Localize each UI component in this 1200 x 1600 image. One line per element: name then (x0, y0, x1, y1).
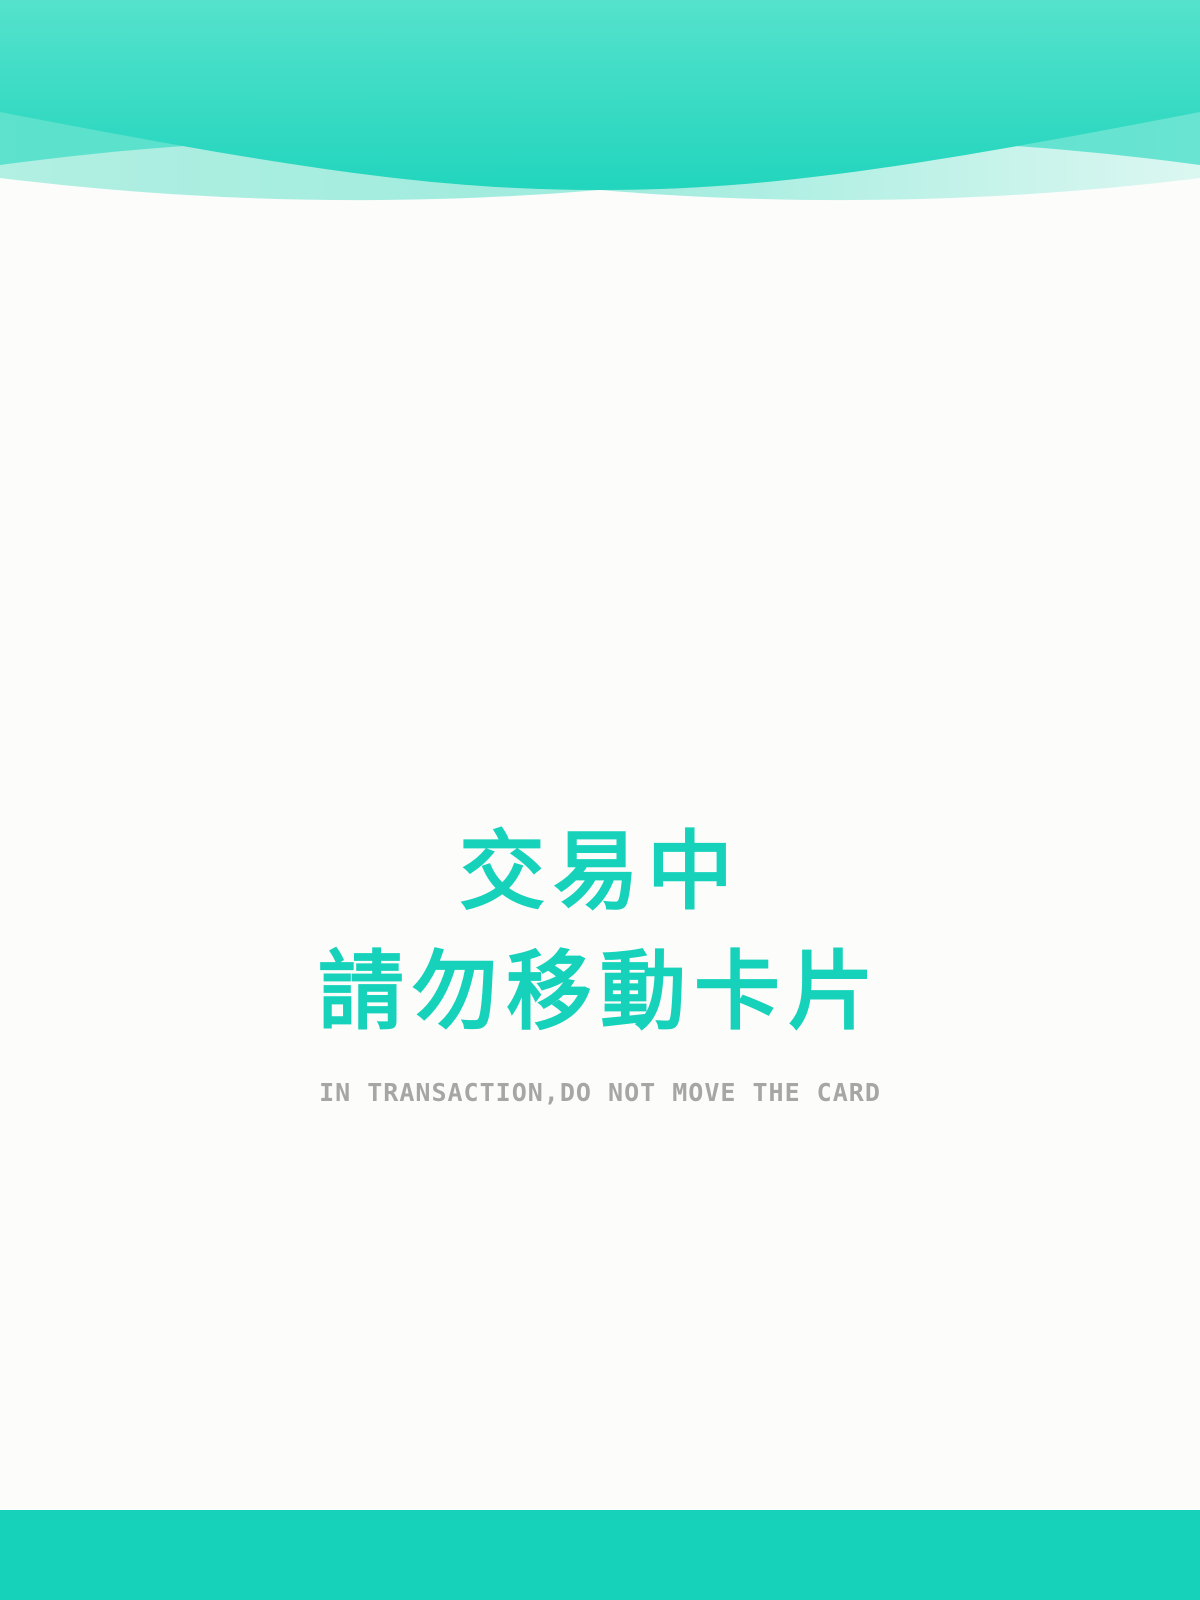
transaction-subtitle: IN TRANSACTION,DO NOT MOVE THE CARD (319, 1078, 881, 1107)
do-not-move-card-title: 請勿移動卡片 (318, 942, 882, 1042)
wave-main-band (0, 0, 1200, 190)
footer-bar (0, 1510, 1200, 1600)
header-wave-decoration (0, 0, 1200, 201)
transaction-message: 交易中 請勿移動卡片 IN TRANSACTION,DO NOT MOVE TH… (0, 812, 1200, 1108)
transaction-title: 交易中 (459, 822, 741, 922)
